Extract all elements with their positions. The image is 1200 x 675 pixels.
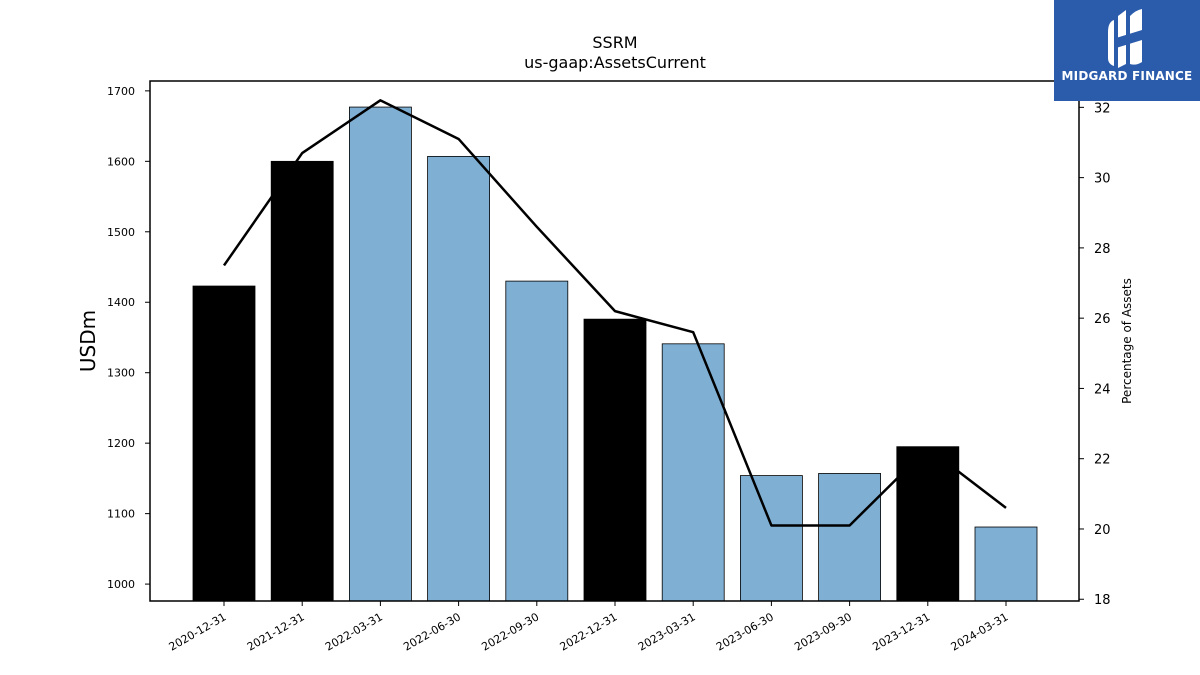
bar-2020-12-31: [192, 285, 256, 602]
x-tick-label: 2022-06-30: [401, 610, 463, 653]
y2-tick-label: 18: [1094, 593, 1111, 608]
bar-2022-09-30: [505, 280, 569, 602]
bar-2024-03-31: [974, 526, 1038, 602]
bar-2022-12-31: [583, 318, 647, 602]
y2-axis-label: Percentage of Assets: [1120, 278, 1134, 404]
bar-2023-12-31: [896, 446, 960, 602]
x-tick-label: 2022-03-31: [323, 610, 385, 653]
y-tick-label: 1700: [107, 85, 135, 98]
y-axis-label: USDm: [76, 310, 100, 372]
x-tick-label: 2023-06-30: [714, 610, 776, 653]
x-tick-label: 2023-03-31: [636, 610, 698, 653]
bar-2023-09-30: [818, 473, 881, 602]
bar-2022-03-31: [348, 106, 412, 602]
y-tick-label: 1100: [107, 508, 135, 521]
y-tick-label: 1200: [107, 437, 135, 450]
x-tick-label: 2021-12-31: [245, 610, 307, 653]
x-tick-label: 2024-03-31: [949, 610, 1011, 653]
y-tick-label: 1500: [107, 226, 135, 239]
x-tick-label: 2022-09-30: [479, 610, 541, 653]
midgard-logo-icon: [1108, 9, 1142, 68]
y2-tick-label: 22: [1094, 453, 1111, 468]
chart-title: SSRM: [592, 33, 637, 52]
x-tick-label: 2020-12-31: [167, 610, 229, 653]
bar-2021-12-31: [270, 160, 334, 602]
x-tick-label: 2022-12-31: [558, 610, 620, 653]
y-tick-label: 1000: [107, 578, 135, 591]
y2-tick-label: 26: [1094, 312, 1111, 327]
y2-tick-label: 32: [1094, 101, 1111, 116]
bar-2023-06-30: [740, 475, 803, 602]
bars: [192, 106, 1038, 602]
y2-tick-label: 24: [1094, 382, 1111, 397]
y-axis-left: 1000 1100 1200 1300 1400 1500 1600 1700: [107, 85, 150, 591]
y-axis-right: 18 20 22 24 26 28 30 32: [1079, 101, 1111, 608]
x-axis: 2020-12-31 2021-12-31 2022-03-31 2022-06-30…: [167, 601, 1011, 654]
percentage-line: [222, 99, 1007, 527]
midgard-finance-logo: MIDGARD FINANCE: [1054, 0, 1200, 101]
percentage-line-path: [222, 99, 1007, 527]
y2-tick-label: 28: [1094, 242, 1111, 257]
x-tick-label: 2023-12-31: [870, 610, 932, 653]
y-tick-label: 1400: [107, 296, 135, 309]
logo-text: MIDGARD FINANCE: [1061, 69, 1193, 83]
bar-2022-06-30: [427, 155, 491, 602]
chart-subtitle: us-gaap:AssetsCurrent: [524, 53, 706, 72]
y-tick-label: 1600: [107, 155, 135, 168]
y2-tick-label: 30: [1094, 172, 1111, 187]
x-tick-label: 2023-09-30: [792, 610, 854, 653]
y2-tick-label: 20: [1094, 523, 1111, 538]
bar-2023-03-31: [661, 343, 725, 602]
y-tick-label: 1300: [107, 367, 135, 380]
